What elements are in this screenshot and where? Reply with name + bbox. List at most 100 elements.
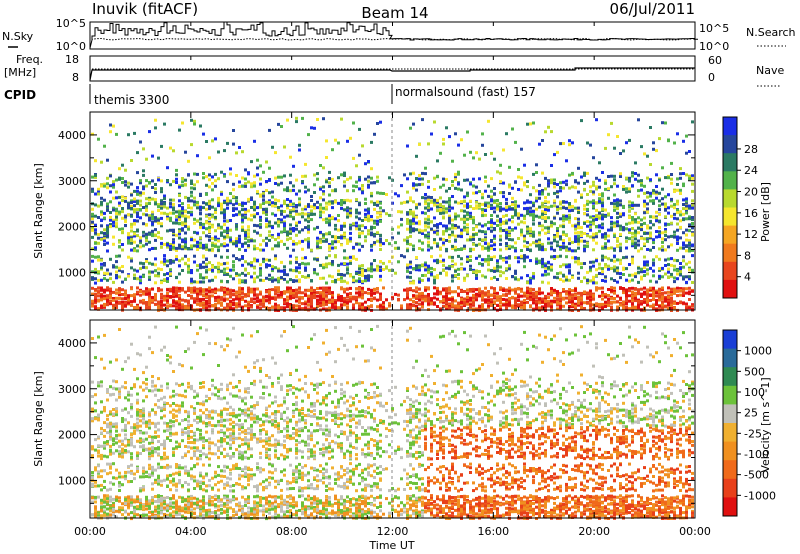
data-cell [505,236,508,240]
data-cell [217,177,220,181]
data-cell [331,260,334,263]
data-cell [97,236,100,240]
data-cell [244,273,247,277]
data-cell [277,295,280,299]
data-cell [181,210,184,213]
data-cell [295,279,298,283]
data-cell [334,278,337,282]
data-cell [163,254,166,258]
data-cell [514,140,517,144]
data-cell [124,180,127,184]
data-cell [529,200,532,204]
data-cell [415,286,418,290]
data-cell [553,222,556,226]
data-cell [574,180,577,184]
data-cell [250,300,253,303]
data-cell [208,178,211,182]
data-cell [94,214,97,218]
data-cell [220,303,223,307]
data-cell [130,204,133,208]
data-cell [490,247,493,251]
data-cell [121,181,124,184]
data-cell [475,191,478,195]
data-cell [340,243,343,247]
data-cell [304,185,307,189]
data-cell [418,177,421,181]
data-cell [508,299,511,303]
data-cell [424,261,427,265]
data-cell [172,211,175,215]
data-cell [319,298,322,302]
data-cell [547,216,550,220]
data-cell [283,210,286,213]
data-cell [205,248,208,251]
data-cell [451,180,454,183]
data-cell [433,281,436,285]
data-cell [589,279,592,283]
data-cell [247,197,250,201]
data-cell [379,260,382,263]
data-cell [463,216,466,220]
data-cell [484,300,487,304]
data-cell [250,263,253,267]
data-cell [184,150,187,154]
data-cell [352,306,355,310]
data-cell [424,266,427,270]
data-cell [550,302,553,306]
data-cell [568,305,571,308]
data-cell [145,287,148,291]
data-cell [307,228,310,232]
data-cell [475,273,478,277]
data-cell [139,293,142,297]
data-cell [193,122,196,126]
data-cell [133,306,136,310]
data-cell [142,147,145,151]
data-cell [172,149,175,153]
data-cell [157,156,160,160]
data-cell [592,297,595,301]
data-cell [475,298,478,302]
data-cell [382,192,385,195]
data-cell [274,238,277,241]
data-cell [121,300,124,304]
data-cell [106,225,109,229]
data-cell [136,189,139,193]
data-cell [109,291,112,295]
data-cell [541,215,544,219]
data-cell [508,290,511,294]
data-cell [493,255,496,259]
data-cell [604,293,607,296]
data-cell [199,273,202,277]
data-cell [193,286,196,290]
data-cell [187,225,190,229]
data-cell [586,179,589,183]
data-cell [538,142,541,146]
data-cell [136,249,139,253]
data-cell [190,281,193,285]
data-cell [280,306,283,310]
data-cell [553,153,556,157]
data-cell [196,203,199,206]
data-cell [160,245,163,249]
data-cell [217,288,220,292]
data-cell [202,231,205,235]
data-cell [262,295,265,299]
data-cell [517,295,520,299]
data-cell [373,203,376,206]
data-cell [178,299,181,303]
data-cell [304,174,307,178]
data-cell [460,267,463,271]
data-cell [283,202,286,206]
data-cell [568,237,571,241]
data-cell [442,200,445,204]
data-cell [400,217,403,221]
data-cell [361,272,364,276]
freq-tick-top: 18 [65,53,79,66]
data-cell [574,304,577,308]
data-cell [130,199,133,203]
data-cell [184,306,187,310]
data-cell [466,257,469,261]
data-cell [328,170,331,174]
data-cell [301,207,304,211]
data-cell [289,286,292,290]
